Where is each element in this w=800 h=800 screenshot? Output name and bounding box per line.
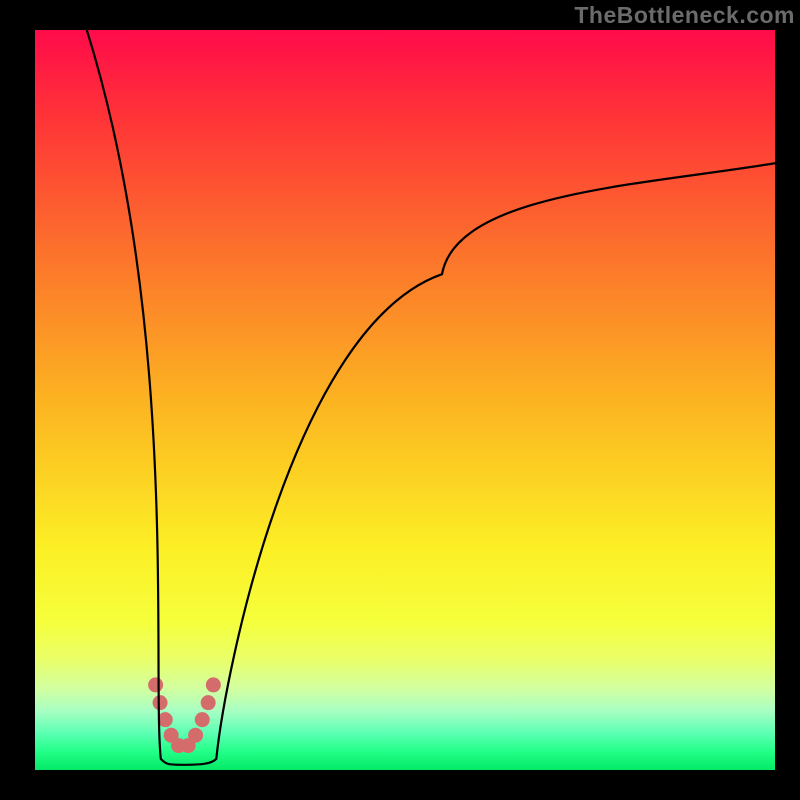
bottleneck-chart — [35, 30, 775, 770]
marker-point — [148, 677, 163, 692]
marker-point — [153, 695, 168, 710]
marker-point — [201, 695, 216, 710]
marker-point — [188, 728, 203, 743]
watermark-text: TheBottleneck.com — [574, 2, 795, 29]
chart-background — [35, 30, 775, 770]
marker-point — [206, 677, 221, 692]
stage: TheBottleneck.com — [0, 0, 800, 800]
marker-point — [195, 712, 210, 727]
